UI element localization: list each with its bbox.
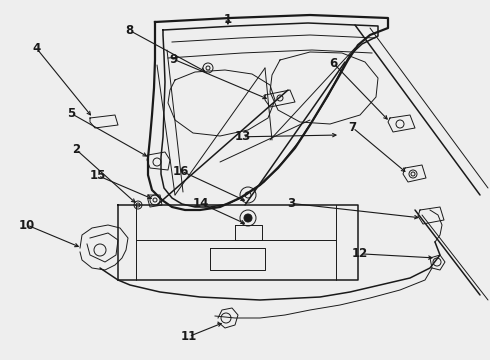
Text: 12: 12 [352,247,368,260]
Text: 8: 8 [126,24,134,37]
Text: 6: 6 [329,57,337,69]
Text: 15: 15 [90,169,106,182]
Text: 3: 3 [288,197,295,210]
Text: 16: 16 [173,165,190,177]
Text: 10: 10 [19,219,35,231]
Text: 4: 4 [33,42,41,55]
Text: 1: 1 [224,13,232,26]
Circle shape [244,214,252,222]
Text: 13: 13 [234,130,251,143]
Text: 11: 11 [180,330,197,343]
Text: 9: 9 [170,53,178,66]
Text: 5: 5 [67,107,75,120]
Text: 2: 2 [72,143,80,156]
Text: 7: 7 [349,121,357,134]
Text: 14: 14 [193,197,209,210]
